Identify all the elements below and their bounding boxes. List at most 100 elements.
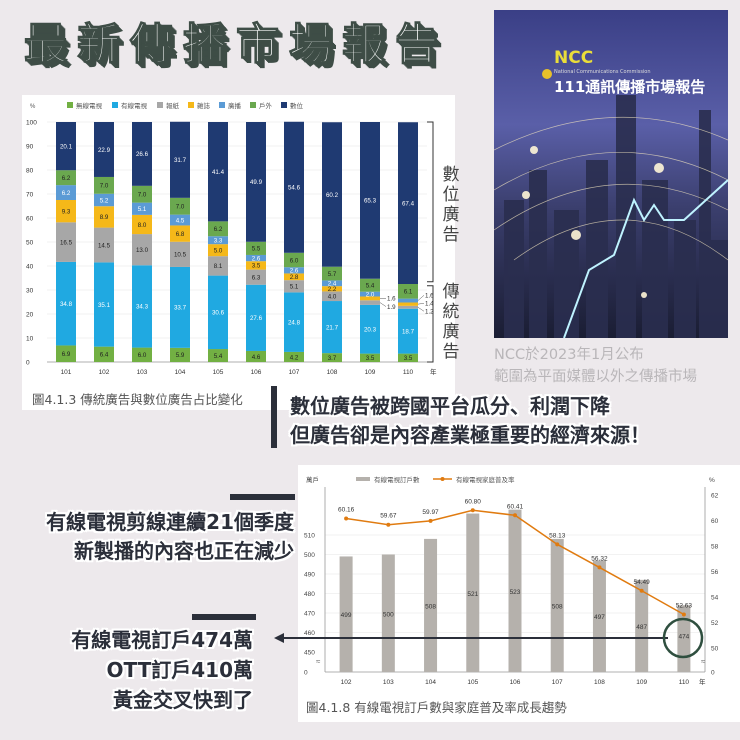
- data-label: 2.8: [290, 274, 299, 281]
- line-value-label: 52.63: [676, 602, 693, 609]
- data-label: 34.3: [136, 304, 149, 311]
- page-title: 最新傳播市場報告: [23, 19, 448, 70]
- data-label: 5.5: [252, 246, 261, 253]
- bar-segment: [246, 241, 266, 255]
- ad-chart-caption: 圖4.1.3 傳統廣告與數位廣告占比變化: [32, 392, 243, 407]
- label-leader: [417, 307, 425, 312]
- data-label: 4.6: [252, 354, 261, 361]
- subscriber-callout-line1: 有線電視訂戶474萬: [71, 628, 253, 652]
- data-label: 8.9: [100, 214, 109, 221]
- legend-label: 雜誌: [197, 101, 211, 110]
- bar-segment: [170, 241, 190, 267]
- bar-segment: [322, 122, 342, 267]
- y-tick-label: 0: [26, 360, 30, 367]
- bar-segment: [56, 122, 76, 171]
- data-label: 2.4: [328, 281, 337, 288]
- bar-segment: [284, 292, 304, 352]
- label-leader: [417, 295, 425, 301]
- data-label: 3.5: [366, 355, 375, 362]
- line-value-label: 54.49: [634, 579, 651, 586]
- bar-segment: [94, 193, 114, 207]
- data-label: 5.9: [176, 352, 185, 359]
- x-tick-label: 105: [213, 369, 224, 376]
- data-label: 14.5: [98, 242, 111, 249]
- data-label: 49.9: [250, 179, 263, 186]
- arrow-left-icon: [274, 633, 284, 643]
- bar-segment: [208, 275, 228, 350]
- bar-segment: [398, 284, 418, 299]
- data-label: 3.5: [404, 355, 413, 362]
- bar-segment: [246, 284, 266, 351]
- bar-segment: [360, 296, 380, 301]
- bar-segment: [284, 351, 304, 362]
- bar-segment: [208, 221, 228, 237]
- y-tick-label: 50: [26, 240, 34, 247]
- data-label: 2.6: [252, 255, 261, 262]
- subscriber-callout-line3: 黃金交叉快到了: [113, 688, 253, 712]
- bar-segment: [322, 291, 342, 302]
- data-label: 33.7: [174, 305, 187, 312]
- y-axis-unit: %: [30, 104, 36, 110]
- y-tick-label: 30: [26, 288, 34, 295]
- data-label: 22.9: [98, 147, 111, 154]
- bar-segment: [284, 280, 304, 293]
- data-label: 2.0: [366, 291, 375, 298]
- y-tick-label: 10: [26, 336, 34, 343]
- bar-segment: [132, 234, 152, 266]
- line-marker: [428, 518, 433, 523]
- x-tick-label: 102: [341, 679, 352, 686]
- cover-caption-scope: 範圍為平面媒體以外之傳播市場: [494, 369, 697, 385]
- x-axis-unit: 年: [430, 367, 437, 376]
- x-tick-label: 105: [467, 679, 478, 686]
- bar-segment: [360, 291, 380, 297]
- legend-label: 廣播: [228, 101, 242, 110]
- data-label: 7.0: [138, 192, 147, 199]
- bar-segment: [360, 300, 380, 305]
- y-tick-label: 80: [26, 168, 34, 175]
- bar-segment: [94, 122, 114, 177]
- data-label: 41.4: [212, 169, 225, 176]
- legend-swatch: [219, 102, 225, 108]
- bar-segment: [208, 244, 228, 257]
- legend-swatch: [250, 102, 256, 108]
- bar-value-label: 474: [678, 634, 689, 641]
- data-label: 5.2: [100, 197, 109, 204]
- bar-segment: [170, 214, 190, 226]
- cable-chart-caption: 圖4.1.8 有線電視訂戶數與家庭普及率成長趨勢: [306, 700, 567, 715]
- bar-segment: [208, 236, 228, 245]
- bar-segment: [208, 122, 228, 222]
- bar-segment: [132, 185, 152, 203]
- bar-segment: [360, 304, 380, 354]
- subscriber-bar: [466, 513, 480, 672]
- bar-segment: [246, 122, 266, 242]
- data-label: 9.3: [62, 208, 71, 215]
- bar-segment: [94, 262, 114, 347]
- right-tick-label: 54: [711, 595, 719, 602]
- bar-segment: [56, 185, 76, 200]
- line-marker: [555, 542, 560, 547]
- data-label: 4.2: [290, 354, 299, 361]
- callout-bar: [230, 494, 295, 500]
- ad-share-chart-panel: % 無線電視 有線電視 報紙 雜誌 廣播 戶外 數位 0 10 20 30 40 50 60 70 80 90 10…: [22, 95, 455, 410]
- bar-segment: [398, 298, 418, 303]
- data-label: 3.7: [328, 355, 337, 362]
- x-tick-label: 103: [137, 369, 148, 376]
- data-label: 5.1: [138, 206, 147, 213]
- data-label: 16.5: [60, 239, 73, 246]
- bar-segment: [360, 353, 380, 362]
- data-label: 2.6: [290, 268, 299, 275]
- bar-segment: [94, 176, 114, 194]
- legend-label: 戶外: [259, 101, 273, 110]
- x-tick-label: 110: [679, 679, 690, 686]
- legend-label: 有線電視訂戶數: [374, 475, 420, 484]
- x-tick-label: 101: [61, 369, 72, 376]
- bar-segment: [246, 269, 266, 285]
- data-label: 7.0: [176, 204, 185, 211]
- subscriber-bar: [635, 579, 649, 672]
- bar-segment: [360, 278, 380, 292]
- x-tick-label: 106: [251, 369, 262, 376]
- line-value-label: 60.16: [338, 506, 355, 513]
- bar-segment: [284, 273, 304, 281]
- bar-segment: [246, 261, 266, 270]
- bar-segment: [398, 353, 418, 362]
